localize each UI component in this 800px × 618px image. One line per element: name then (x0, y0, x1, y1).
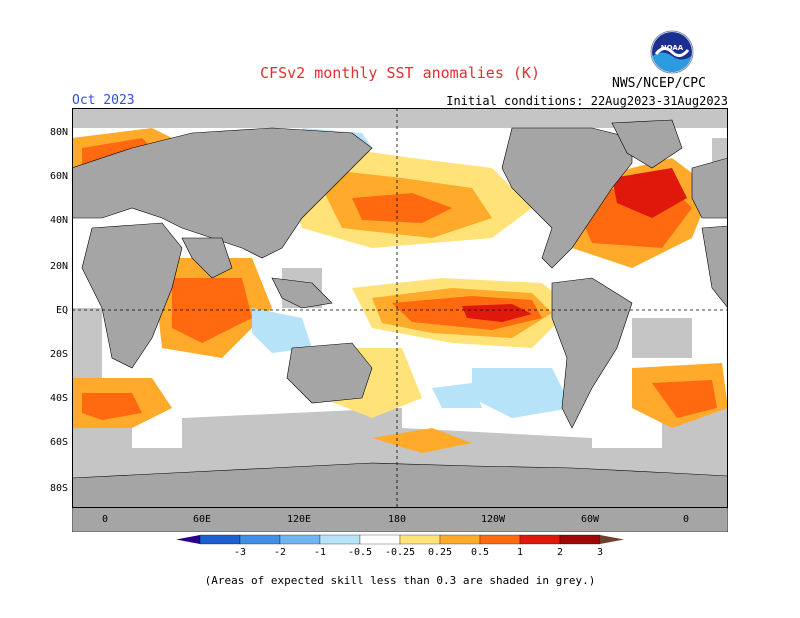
initial-conditions-label: Initial conditions: 22Aug2023-31Aug2023 (446, 94, 728, 108)
lat-label: 80N (50, 127, 68, 138)
colorbar-label: 1 (517, 547, 523, 558)
lon-label: 120E (287, 514, 311, 525)
colorbar-swatch (239, 534, 281, 545)
colorbar-swatch (399, 534, 441, 545)
colorbar-label: 0.25 (428, 547, 452, 558)
colorbar-label: 3 (597, 547, 603, 558)
lon-label: 60W (581, 514, 600, 525)
colorbar-swatch (319, 534, 361, 545)
colorbar: -3 -2 -1 -0.5 -0.25 0.25 0.5 1 2 3 (176, 534, 624, 558)
colorbar-swatch (519, 534, 561, 545)
lat-label: 20S (50, 349, 68, 360)
colorbar-swatch (559, 534, 601, 545)
colorbar-swatch (600, 535, 624, 544)
lat-label: 60S (50, 437, 68, 448)
lon-label: 180 (388, 514, 406, 525)
colorbar-swatch (439, 534, 481, 545)
lon-label: 60E (193, 514, 211, 525)
valid-month-label: Oct 2023 (72, 93, 135, 108)
colorbar-label: -0.5 (348, 547, 372, 558)
lon-label: 0 (102, 514, 108, 525)
lat-label: 60N (50, 171, 68, 182)
colorbar-swatch (176, 535, 200, 544)
sst-anomaly-map (72, 108, 728, 532)
noaa-logo: NOAA (650, 30, 694, 74)
lon-label: 120W (481, 514, 506, 525)
colorbar-label: -0.25 (385, 547, 415, 558)
colorbar-label: -1 (314, 547, 326, 558)
lat-label: 20N (50, 261, 68, 272)
svg-text:NOAA: NOAA (661, 44, 684, 52)
colorbar-swatch (479, 534, 521, 545)
colorbar-label: -2 (274, 547, 286, 558)
longitude-axis: 0 60E 120E 180 120W 60W 0 (102, 514, 689, 525)
map-title: CFSv2 monthly SST anomalies (K) (260, 64, 540, 82)
lat-label: 80S (50, 483, 68, 494)
colorbar-label: -3 (234, 547, 246, 558)
lon-label: 0 (683, 514, 689, 525)
lat-label: EQ (56, 305, 68, 316)
colorbar-label: 2 (557, 547, 563, 558)
colorbar-swatch (359, 534, 401, 545)
skill-footnote: (Areas of expected skill less than 0.3 a… (204, 574, 596, 587)
agency-label: NWS/NCEP/CPC (612, 76, 706, 91)
continents (72, 119, 728, 532)
colorbar-swatch (199, 534, 241, 545)
colorbar-swatch (279, 534, 321, 545)
lat-label: 40N (50, 215, 68, 226)
lat-label: 40S (50, 393, 68, 404)
colorbar-label: 0.5 (471, 547, 489, 558)
latitude-axis: 80N 60N 40N 20N EQ 20S 40S 60S 80S (50, 127, 68, 494)
